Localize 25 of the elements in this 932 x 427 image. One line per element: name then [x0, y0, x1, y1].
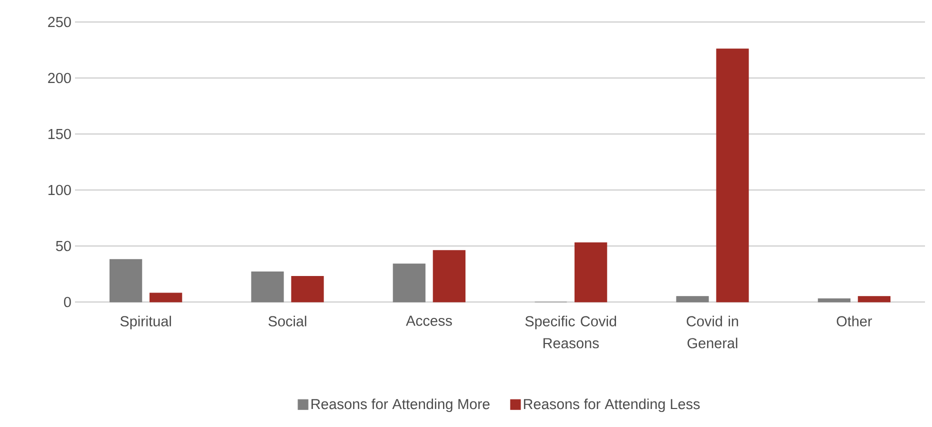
bar — [291, 276, 324, 302]
legend-label: Reasons for Attending Less — [524, 398, 700, 412]
bar — [150, 292, 182, 302]
x-tick-label: Specific Covid Reasons — [525, 316, 616, 348]
x-tick-label: Social — [268, 316, 306, 326]
x-tick-label: Other — [836, 316, 872, 326]
bar — [716, 48, 749, 302]
bar — [676, 296, 709, 302]
x-tick-label: Spiritual — [120, 316, 171, 330]
y-tick-label: 0 — [64, 296, 71, 308]
y-tick-label: 250 — [48, 16, 71, 28]
bar — [110, 259, 142, 302]
y-tick-label: 150 — [48, 128, 71, 140]
bar — [818, 298, 850, 302]
y-tick-label: 100 — [48, 184, 71, 196]
bar — [858, 296, 890, 302]
y-tick-label: 50 — [56, 240, 71, 252]
bar — [432, 250, 466, 302]
y-tick-label: 200 — [48, 72, 71, 84]
bar — [574, 242, 608, 302]
bar — [392, 264, 426, 302]
x-tick-label: Covid in General — [686, 316, 738, 348]
x-tick-label: Access — [406, 316, 452, 326]
bar — [251, 271, 284, 302]
legend-label: Reasons for Attending More — [312, 398, 490, 412]
